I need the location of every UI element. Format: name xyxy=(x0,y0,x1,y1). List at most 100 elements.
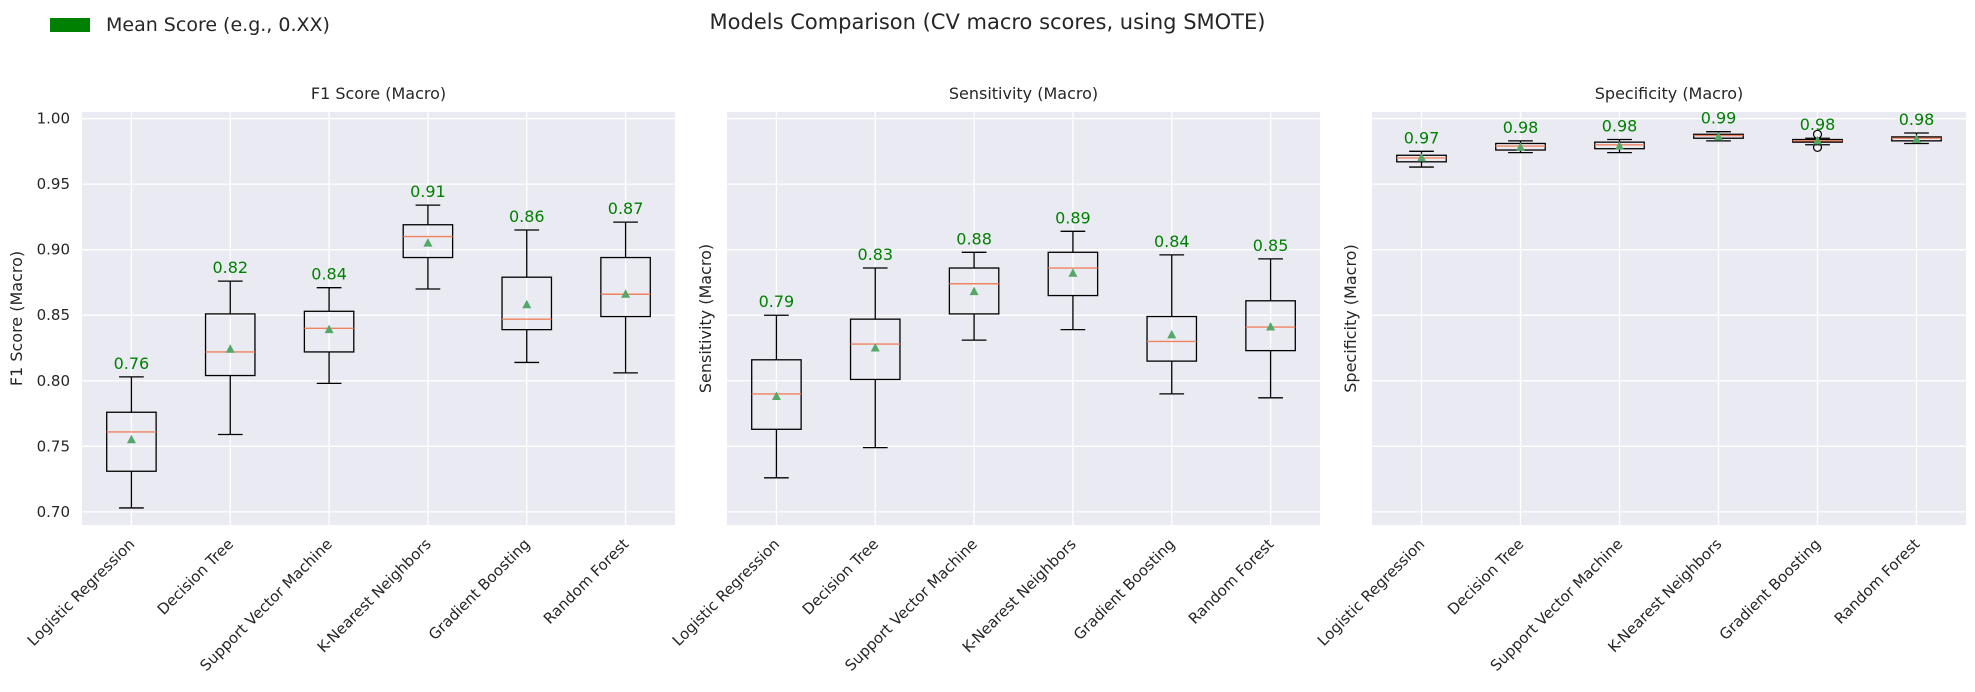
mean-marker xyxy=(522,299,532,309)
mean-marker xyxy=(1417,152,1426,162)
iqr-box xyxy=(303,310,355,353)
iqr-box xyxy=(402,224,454,259)
mean-marker xyxy=(126,434,136,444)
box-3: 0.88 xyxy=(948,229,1000,341)
box-5: 0.84 xyxy=(1146,232,1198,395)
mean-label: 0.98 xyxy=(1800,115,1836,134)
mean-label: 0.76 xyxy=(114,354,150,373)
x-tick-label: K-Nearest Neighbors xyxy=(1604,535,1725,656)
iqr-box xyxy=(849,318,901,381)
iqr-box xyxy=(501,276,553,331)
mean-label: 0.87 xyxy=(608,199,644,218)
box-1: 0.97 xyxy=(1396,128,1447,168)
box-2: 0.83 xyxy=(849,245,901,449)
x-tick-label: K-Nearest Neighbors xyxy=(959,535,1080,656)
box-1: 0.79 xyxy=(751,292,802,479)
x-tick-label: Logistic Regression xyxy=(1314,535,1428,649)
mean-label: 0.79 xyxy=(759,292,795,311)
mean-label: 0.86 xyxy=(509,207,545,226)
plot-area xyxy=(1372,112,1966,525)
iqr-box xyxy=(1245,300,1296,352)
mean-marker xyxy=(225,344,235,353)
x-tick-label: Logistic Regression xyxy=(669,535,783,649)
box-2: 0.98 xyxy=(1495,118,1546,154)
panel-title: Specificity (Macro) xyxy=(1595,84,1743,103)
mean-marker xyxy=(870,343,880,352)
mean-marker xyxy=(1615,141,1624,150)
panel-2: Sensitivity (Macro) Sensitivity (Macro) Lo… xyxy=(669,84,1320,675)
x-tick-label: Random Forest xyxy=(1185,535,1278,628)
x-tick-label: Decision Tree xyxy=(154,535,237,618)
iqr-box xyxy=(106,411,157,472)
mean-marker xyxy=(1714,131,1723,141)
iqr-box xyxy=(1047,251,1099,297)
mean-label: 0.91 xyxy=(410,182,446,201)
box-4: 0.99 xyxy=(1693,109,1744,142)
mean-label: 0.89 xyxy=(1055,208,1091,227)
legend-swatch xyxy=(50,18,90,32)
iqr-box xyxy=(1146,315,1198,362)
panel-1: F1 Score (Macro) F1 Score (Macro) 0.70 0.75… xyxy=(7,84,675,675)
y-tick-label: 0.80 xyxy=(37,372,70,390)
mean-marker xyxy=(1266,322,1276,331)
iqr-box xyxy=(600,256,651,318)
mean-label: 0.98 xyxy=(1602,117,1638,136)
y-tick-label: 0.85 xyxy=(37,306,70,324)
mean-label: 0.84 xyxy=(311,265,347,284)
panel-3: Specificity (Macro) Specificity (Macro) Lo… xyxy=(1314,84,1966,675)
box-3: 0.84 xyxy=(303,265,355,385)
mean-label: 0.98 xyxy=(1899,110,1935,129)
box-3: 0.98 xyxy=(1594,117,1645,154)
box-4: 0.91 xyxy=(402,182,454,290)
figure-title: Models Comparison (CV macro scores, usin… xyxy=(709,10,1266,34)
mean-label: 0.84 xyxy=(1154,232,1190,251)
y-axis-label: F1 Score (Macro) xyxy=(7,251,26,386)
mean-label: 0.83 xyxy=(857,245,893,264)
mean-label: 0.88 xyxy=(956,229,992,248)
mean-label: 0.82 xyxy=(212,258,248,277)
box-5: 0.98 xyxy=(1792,115,1843,152)
mean-marker xyxy=(1813,135,1822,145)
plot-area xyxy=(727,112,1320,525)
y-tick-label: 0.90 xyxy=(37,241,70,259)
box-6: 0.85 xyxy=(1245,236,1296,399)
mean-label: 0.98 xyxy=(1503,118,1539,137)
legend-label: Mean Score (e.g., 0.XX) xyxy=(106,14,330,36)
mean-marker xyxy=(423,238,433,247)
mean-label: 0.85 xyxy=(1253,236,1289,255)
mean-marker xyxy=(771,391,781,401)
box-6: 0.98 xyxy=(1891,110,1942,145)
mean-marker xyxy=(1516,142,1525,151)
y-tick-label: 0.75 xyxy=(37,437,70,455)
mean-marker xyxy=(1912,134,1921,144)
iqr-box xyxy=(204,313,256,377)
iqr-box xyxy=(948,267,1000,315)
y-axis-label: Specificity (Macro) xyxy=(1341,244,1360,392)
mean-marker xyxy=(324,324,334,334)
box-4: 0.89 xyxy=(1047,208,1099,331)
y-tick-label: 1.00 xyxy=(37,110,70,128)
box-5: 0.86 xyxy=(501,207,553,364)
x-tick-label: Decision Tree xyxy=(799,535,882,618)
legend: Mean Score (e.g., 0.XX) xyxy=(50,14,330,36)
box-2: 0.82 xyxy=(204,258,256,436)
box-1: 0.76 xyxy=(106,354,157,509)
x-tick-label: Gradient Boosting xyxy=(1070,535,1179,644)
y-tick-label: 0.95 xyxy=(37,175,70,193)
x-tick-label: Random Forest xyxy=(1831,535,1924,628)
y-tick-label: 0.70 xyxy=(37,503,70,521)
mean-label: 0.99 xyxy=(1701,109,1737,128)
box-6: 0.87 xyxy=(600,199,651,374)
x-tick-label: Decision Tree xyxy=(1444,535,1527,618)
y-axis-label: Sensitivity (Macro) xyxy=(696,244,715,393)
x-tick-label: K-Nearest Neighbors xyxy=(314,535,435,656)
mean-marker xyxy=(1068,268,1078,277)
x-tick-label: Gradient Boosting xyxy=(425,535,534,644)
panel-title: F1 Score (Macro) xyxy=(311,84,446,103)
x-tick-label: Logistic Regression xyxy=(24,535,138,649)
mean-marker xyxy=(1167,329,1177,339)
mean-marker xyxy=(969,286,979,296)
x-tick-label: Random Forest xyxy=(540,535,633,628)
mean-marker xyxy=(621,289,631,298)
